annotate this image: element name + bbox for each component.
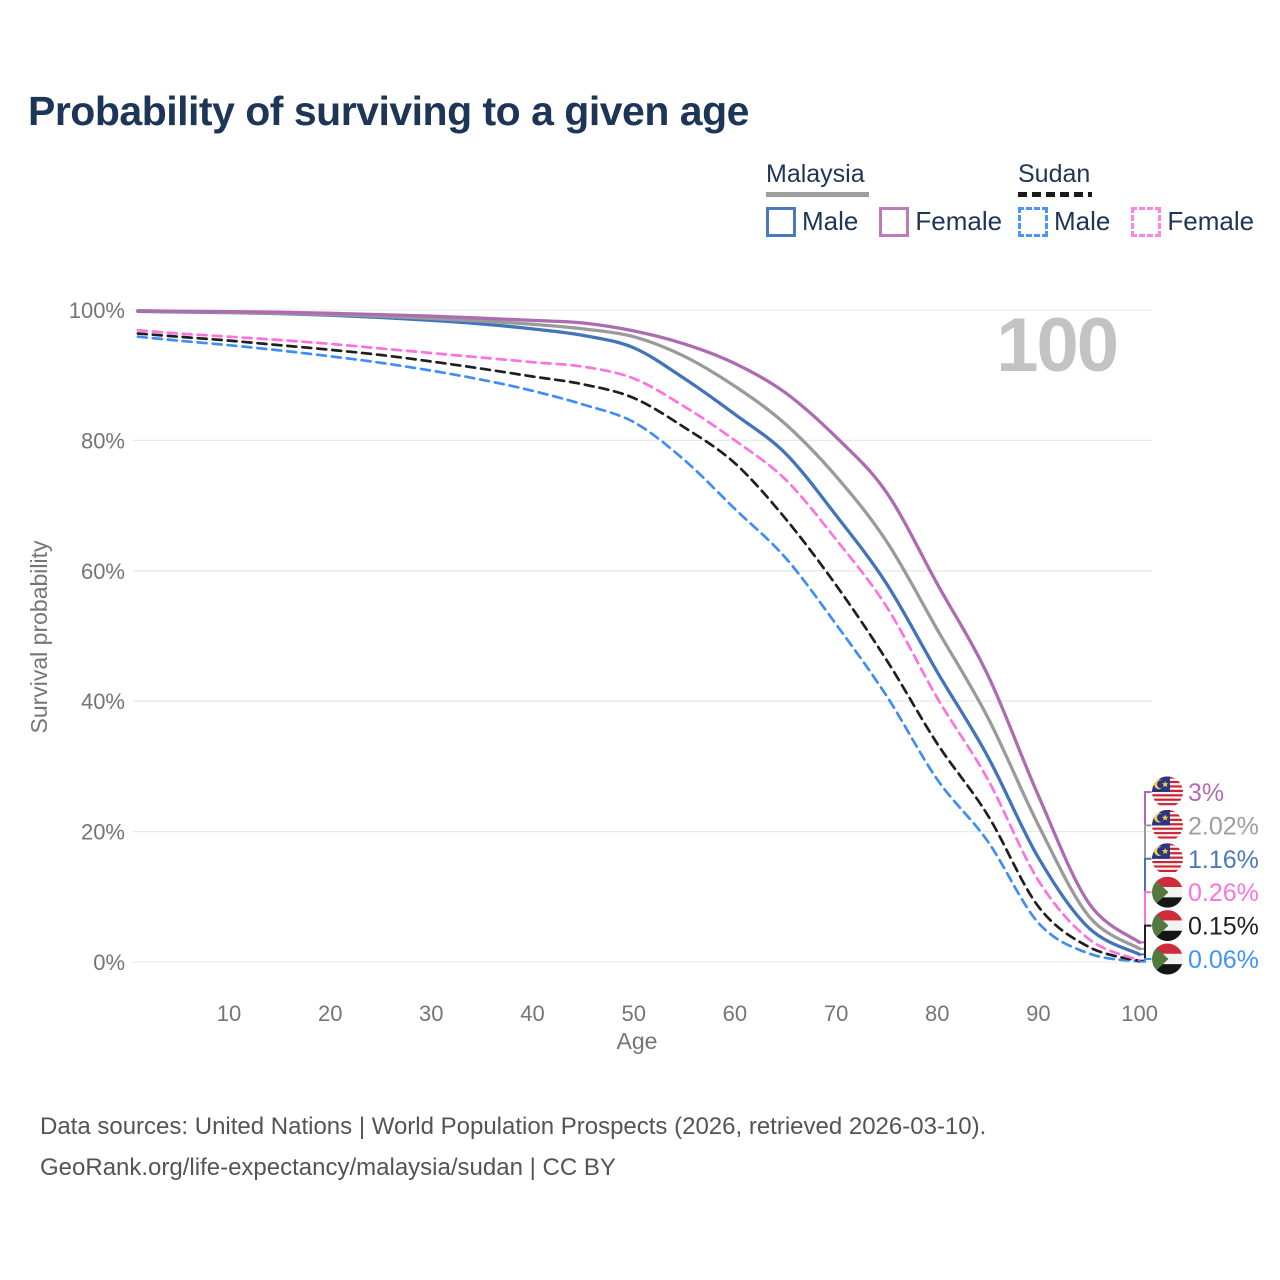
x-tick-40: 40 [520,1001,544,1026]
x-tick-60: 60 [723,1001,747,1026]
legend-item-sudan-female[interactable]: Female [1131,206,1254,237]
gridlines [133,309,1152,963]
legend-item-label: Female [1167,206,1255,236]
y-tick-80: 80% [81,428,125,453]
y-tick-20: 20% [81,820,125,845]
legend-item-label: Female [915,206,1003,236]
x-tick-20: 20 [318,1001,342,1026]
sudan-flag-icon [1152,944,1183,975]
legend-group-label-malaysia: Malaysia [766,160,865,188]
footer-data-sources: Data sources: United Nations | World Pop… [40,1113,987,1140]
malaysia-line-style-sample [766,192,869,197]
y-tick-40: 40% [81,689,125,714]
sudan-female-swatch-checkbox[interactable] [1131,206,1162,237]
sudan-flag-icon [1152,877,1183,908]
x-tick-30: 30 [419,1001,443,1026]
end-label-sudan-male: 0.06% [1188,946,1259,974]
x-tick-80: 80 [925,1001,949,1026]
end-label-sudan-both-sexes: 0.15% [1188,913,1259,941]
sudan-male-swatch-checkbox[interactable] [1018,206,1048,237]
legend-group-sudan: Sudan Male Female [1018,160,1275,237]
legend-item-label: Male [1054,206,1111,236]
series-line-sudan-female [136,328,1141,962]
x-tick-90: 90 [1026,1001,1050,1026]
y-axis-title: Survival probability [26,540,52,734]
malaysia-male-swatch-checkbox[interactable] [766,206,796,237]
x-axis-title: Age [617,1028,658,1054]
x-tick-10: 10 [217,1001,241,1026]
end-label-malaysia-female: 3% [1188,779,1224,807]
legend-item-malaysia-female[interactable]: Female [879,206,1002,237]
leader-line-sudan-male [1139,958,1152,963]
y-tick-60: 60% [81,559,125,584]
end-label-sudan-female: 0.26% [1188,879,1259,907]
x-tick-50: 50 [621,1001,645,1026]
end-label-leader-lines [1139,791,1152,963]
sudan-flag-icon [1152,910,1183,941]
end-label-malaysia-both-sexes: 2.02% [1188,812,1259,840]
chart-title: Probability of surviving to a given age [28,88,749,134]
malaysia-flag-icon [1152,777,1183,808]
y-tick-0: 0% [93,950,125,975]
legend-item-label: Male [802,206,859,236]
end-value-labels: 3% 2.02% 1.16% 0.26% 0.15% 0.06% [1152,777,1259,975]
y-axis-tick-labels: 0% 20% 40% 60% 80% 100% [69,298,125,975]
footer-attribution-link[interactable]: GeoRank.org/life-expectancy/malaysia/sud… [40,1154,616,1181]
legend-group-malaysia: Malaysia Male Female [766,160,1023,237]
legend-item-sudan-male[interactable]: Male [1018,206,1110,237]
series-lines [136,309,1142,963]
legend-group-label-sudan: Sudan [1018,160,1091,188]
x-tick-70: 70 [824,1001,848,1026]
watermark-age-100: 100 [996,303,1117,388]
x-tick-100: 100 [1121,1001,1158,1026]
series-line-malaysia-male [136,309,1142,957]
legend-item-malaysia-male[interactable]: Male [766,206,858,237]
sudan-line-style-sample [1018,192,1092,197]
malaysia-flag-icon [1152,843,1183,874]
end-label-malaysia-male: 1.16% [1188,846,1259,874]
y-tick-100: 100% [69,298,125,323]
footer: Data sources: United Nations | World Pop… [40,1106,986,1188]
series-line-malaysia-female [136,309,1142,945]
series-line-sudan-male [136,335,1141,963]
series-line-malaysia-both-sexes [136,309,1142,951]
series-line-sudan-both-sexes [136,332,1141,963]
x-axis-tick-labels: 10 20 30 40 50 60 70 80 90 100 [217,1001,1158,1026]
malaysia-female-swatch-checkbox[interactable] [879,206,910,237]
malaysia-flag-icon [1152,810,1183,841]
